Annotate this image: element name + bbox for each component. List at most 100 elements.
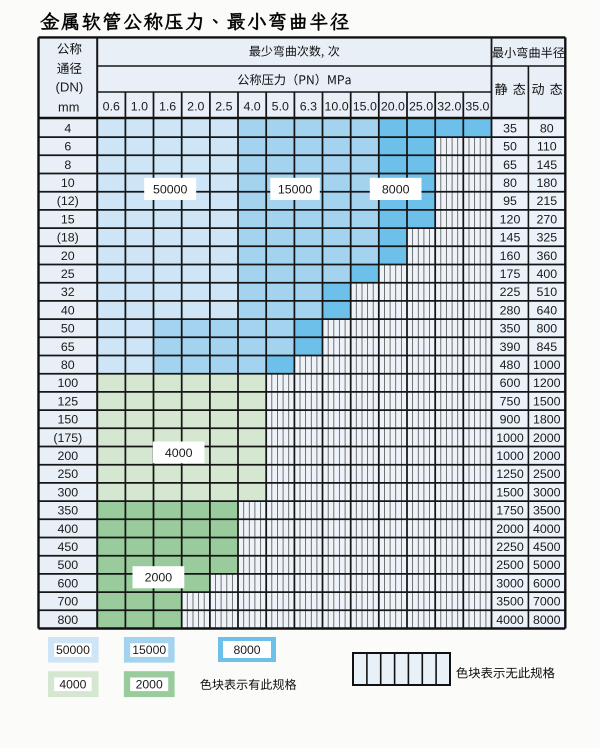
- svg-text:8000: 8000: [233, 643, 260, 657]
- svg-text:1750: 1750: [496, 504, 524, 518]
- svg-text:4000: 4000: [165, 446, 193, 460]
- svg-text:80: 80: [540, 121, 554, 135]
- svg-text:mm: mm: [58, 100, 79, 115]
- svg-text:50000: 50000: [56, 643, 90, 657]
- svg-text:50: 50: [503, 140, 517, 154]
- svg-text:110: 110: [537, 140, 557, 154]
- svg-text:15000: 15000: [278, 182, 313, 196]
- svg-text:2000: 2000: [136, 678, 163, 692]
- svg-text:8: 8: [64, 158, 71, 172]
- svg-text:6: 6: [64, 140, 71, 154]
- svg-text:100: 100: [57, 376, 78, 390]
- svg-text:35.0: 35.0: [465, 99, 489, 113]
- svg-text:2500: 2500: [533, 467, 561, 481]
- svg-text:2500: 2500: [496, 558, 524, 572]
- svg-text:1200: 1200: [533, 376, 561, 390]
- svg-text:175: 175: [500, 267, 521, 281]
- svg-text:4000: 4000: [496, 613, 524, 627]
- svg-text:480: 480: [500, 358, 521, 372]
- svg-text:25.0: 25.0: [409, 99, 433, 113]
- svg-text:400: 400: [57, 522, 78, 536]
- svg-text:800: 800: [536, 322, 557, 336]
- svg-text:510: 510: [536, 285, 557, 299]
- svg-text:750: 750: [500, 394, 521, 408]
- svg-text:15.0: 15.0: [353, 99, 377, 113]
- svg-text:15000: 15000: [132, 643, 166, 657]
- svg-text:10: 10: [61, 176, 75, 190]
- svg-text:65: 65: [503, 158, 517, 172]
- svg-text:(12): (12): [57, 194, 79, 208]
- svg-text:845: 845: [536, 340, 557, 354]
- svg-text:1500: 1500: [533, 394, 561, 408]
- svg-text:390: 390: [500, 340, 521, 354]
- svg-text:200: 200: [57, 449, 78, 463]
- svg-text:5000: 5000: [533, 558, 561, 572]
- svg-text:150: 150: [57, 413, 78, 427]
- svg-text:15: 15: [61, 212, 75, 226]
- svg-text:6000: 6000: [533, 576, 561, 590]
- svg-text:2000: 2000: [533, 431, 561, 445]
- svg-text:7000: 7000: [533, 595, 561, 609]
- svg-text:2250: 2250: [496, 540, 524, 554]
- svg-text:40: 40: [61, 303, 75, 317]
- svg-text:900: 900: [500, 413, 521, 427]
- svg-text:1800: 1800: [533, 413, 561, 427]
- svg-text:225: 225: [500, 285, 521, 299]
- svg-text:6.3: 6.3: [300, 99, 317, 113]
- svg-text:1.0: 1.0: [131, 99, 148, 113]
- svg-text:640: 640: [536, 303, 557, 317]
- svg-text:2000: 2000: [145, 571, 173, 585]
- svg-text:360: 360: [536, 249, 557, 263]
- svg-text:700: 700: [57, 595, 78, 609]
- svg-text:600: 600: [500, 376, 521, 390]
- svg-text:2000: 2000: [496, 522, 524, 536]
- svg-text:600: 600: [57, 576, 78, 590]
- svg-text:1000: 1000: [496, 449, 524, 463]
- svg-text:8000: 8000: [382, 182, 410, 196]
- svg-text:20: 20: [61, 249, 75, 263]
- svg-text:1500: 1500: [496, 485, 524, 499]
- svg-text:450: 450: [57, 540, 78, 554]
- svg-text:500: 500: [57, 558, 78, 572]
- svg-text:2.0: 2.0: [187, 99, 204, 113]
- svg-text:120: 120: [500, 212, 521, 226]
- svg-text:50000: 50000: [153, 182, 188, 196]
- svg-text:80: 80: [503, 176, 517, 190]
- svg-text:25: 25: [61, 267, 75, 281]
- svg-text:270: 270: [536, 212, 557, 226]
- svg-text:10.0: 10.0: [325, 99, 349, 113]
- svg-text:300: 300: [57, 485, 78, 499]
- svg-text:4000: 4000: [533, 522, 561, 536]
- svg-text:1000: 1000: [496, 431, 524, 445]
- svg-text:400: 400: [536, 267, 557, 281]
- svg-text:3500: 3500: [533, 504, 561, 518]
- svg-text:2.5: 2.5: [215, 99, 232, 113]
- svg-text:800: 800: [57, 613, 78, 627]
- svg-text:80: 80: [61, 358, 75, 372]
- svg-text:32: 32: [61, 285, 75, 299]
- svg-text:145: 145: [500, 231, 521, 245]
- svg-text:95: 95: [503, 194, 517, 208]
- svg-text:65: 65: [61, 340, 75, 354]
- svg-text:180: 180: [536, 176, 557, 190]
- svg-text:250: 250: [57, 467, 78, 481]
- svg-text:280: 280: [500, 303, 521, 317]
- svg-text:325: 325: [536, 231, 557, 245]
- svg-text:2000: 2000: [533, 449, 561, 463]
- svg-text:350: 350: [500, 322, 521, 336]
- svg-text:4000: 4000: [59, 678, 86, 692]
- svg-text:1000: 1000: [533, 358, 561, 372]
- svg-text:3000: 3000: [533, 485, 561, 499]
- svg-text:215: 215: [536, 194, 557, 208]
- svg-text:3500: 3500: [496, 595, 524, 609]
- svg-text:50: 50: [61, 322, 75, 336]
- svg-text:(175): (175): [53, 431, 82, 445]
- svg-text:5.0: 5.0: [272, 99, 289, 113]
- svg-text:1250: 1250: [496, 467, 524, 481]
- svg-text:125: 125: [57, 394, 78, 408]
- svg-text:350: 350: [57, 504, 78, 518]
- svg-text:(DN): (DN): [55, 79, 83, 94]
- svg-text:4500: 4500: [533, 540, 561, 554]
- svg-text:32.0: 32.0: [437, 99, 461, 113]
- svg-text:(18): (18): [57, 231, 79, 245]
